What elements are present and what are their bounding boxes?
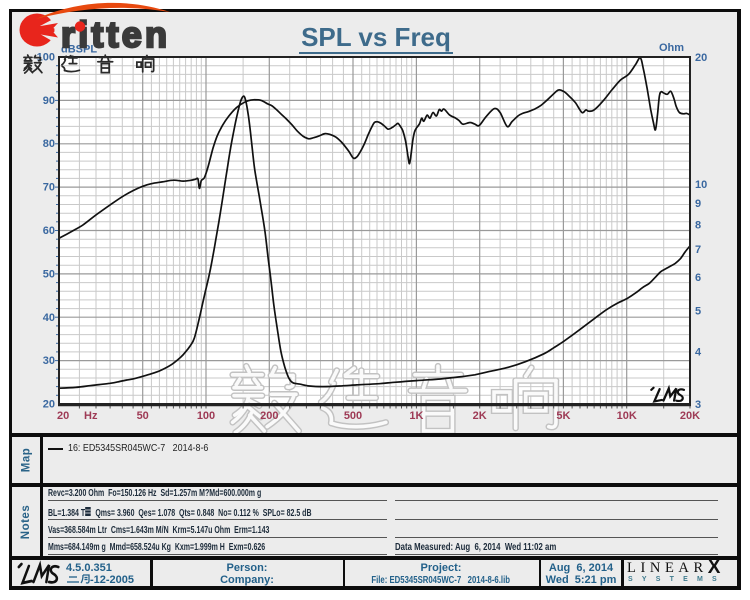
svg-text:10: 10: [695, 179, 707, 191]
svg-text:90: 90: [43, 95, 55, 107]
svg-text:70: 70: [43, 182, 55, 194]
svg-text:50: 50: [43, 268, 55, 280]
svg-text:Hz: Hz: [84, 410, 98, 422]
svg-text:100: 100: [37, 52, 55, 64]
svg-text:40: 40: [43, 312, 55, 324]
svg-text:100: 100: [197, 410, 215, 422]
svg-text:500: 500: [344, 410, 362, 422]
svg-text:50: 50: [137, 410, 149, 422]
svg-text:20: 20: [57, 410, 69, 422]
svg-text:2K: 2K: [473, 410, 487, 422]
svg-text:Ohm: Ohm: [659, 42, 684, 54]
svg-text:dBSPL: dBSPL: [61, 44, 97, 56]
svg-text:5: 5: [695, 306, 701, 318]
svg-text:20K: 20K: [680, 410, 700, 422]
svg-text:60: 60: [43, 225, 55, 237]
svg-text:20: 20: [43, 399, 55, 411]
svg-text:7: 7: [695, 244, 701, 256]
svg-text:30: 30: [43, 355, 55, 367]
svg-text:10K: 10K: [617, 410, 637, 422]
svg-text:4: 4: [695, 346, 702, 358]
svg-text:1K: 1K: [409, 410, 423, 422]
svg-text:9: 9: [695, 198, 701, 210]
svg-text:80: 80: [43, 138, 55, 150]
svg-text:3: 3: [695, 399, 701, 411]
svg-text:ritten: ritten: [61, 14, 170, 55]
svg-text:8: 8: [695, 220, 701, 232]
svg-text:20: 20: [695, 52, 707, 64]
svg-text:6: 6: [695, 272, 701, 284]
svg-text:5K: 5K: [556, 410, 570, 422]
svg-text:200: 200: [260, 410, 278, 422]
